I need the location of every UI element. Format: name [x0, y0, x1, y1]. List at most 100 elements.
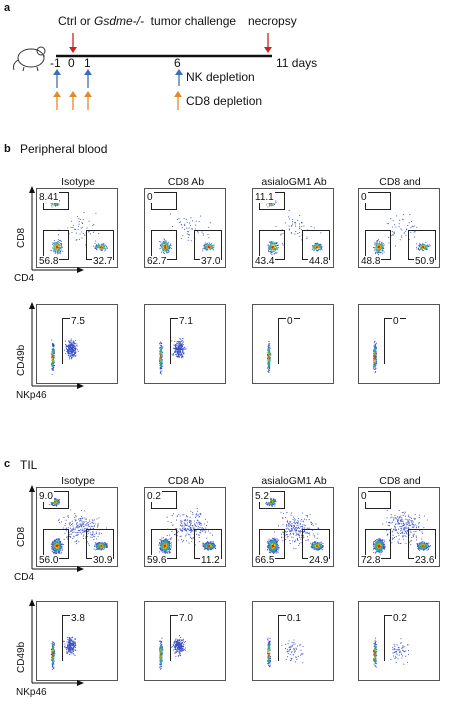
event-dot [203, 247, 205, 249]
event-dot [179, 348, 181, 350]
event-dot [174, 351, 176, 354]
event-dot [175, 343, 177, 345]
event-dot [74, 351, 77, 353]
event-dot [54, 252, 56, 254]
event-dot [167, 252, 169, 254]
event-dot [269, 368, 271, 370]
event-dot [161, 346, 163, 348]
event-dot [274, 203, 276, 205]
event-dot [52, 361, 54, 363]
event-dot [78, 239, 81, 241]
event-dot [179, 349, 181, 351]
event-dot [164, 240, 166, 243]
event-dot [59, 239, 61, 242]
event-dot [53, 369, 55, 371]
event-dot [306, 238, 308, 240]
event-dot [86, 523, 88, 525]
event-dot [315, 242, 317, 244]
event-dot [422, 245, 424, 247]
event-dot [269, 357, 271, 359]
event-dot [210, 249, 212, 251]
event-dot [68, 341, 70, 343]
event-dot [376, 251, 378, 254]
event-dot [59, 250, 61, 252]
event-dot [172, 354, 175, 356]
event-dot [180, 352, 182, 354]
event-dot [408, 222, 410, 224]
event-dot [105, 249, 107, 251]
event-dot [375, 250, 377, 252]
event-dot [58, 247, 60, 250]
event-dot [161, 358, 163, 360]
event-dot [58, 203, 60, 205]
event-dot [313, 227, 315, 229]
event-dot [187, 231, 190, 233]
event-dot [160, 246, 163, 248]
event-dot [268, 349, 271, 351]
event-dot [205, 244, 207, 246]
panel_b-dn-pct-0: 56.8 [38, 256, 60, 267]
event-dot [51, 349, 53, 351]
event-dot [74, 355, 76, 357]
event-dot [316, 249, 318, 251]
event-dot [88, 525, 90, 527]
event-dot [281, 243, 283, 245]
event-dot [160, 350, 162, 352]
event-dot [382, 243, 384, 245]
event-dot [267, 350, 269, 352]
event-dot [209, 222, 211, 224]
event-dot [73, 354, 75, 356]
event-dot [320, 247, 322, 249]
event-dot [181, 340, 183, 342]
event-dot [401, 229, 403, 231]
event-dot [382, 245, 384, 247]
event-dot [182, 347, 184, 349]
panel_b-cd8-pct-2: 11.1 [254, 192, 275, 203]
event-dot [161, 362, 163, 364]
panel_b-col-title-1: CD8 Ab [167, 176, 205, 188]
event-dot [96, 245, 98, 247]
event-dot [376, 249, 378, 251]
panel_b-nk-pct-1: 7.1 [178, 316, 194, 327]
event-dot [63, 349, 66, 351]
event-dot [52, 363, 54, 365]
event-dot [51, 368, 53, 370]
event-dot [319, 244, 322, 246]
event-dot [423, 247, 425, 249]
event-dot [202, 248, 204, 250]
event-dot [275, 243, 278, 245]
event-dot [379, 249, 381, 251]
event-dot [73, 344, 75, 346]
event-dot [375, 246, 377, 248]
event-dot [53, 249, 55, 251]
event-dot [425, 248, 427, 250]
event-dot [212, 248, 214, 250]
event-dot [297, 219, 299, 221]
event-dot [191, 228, 193, 230]
event-dot [386, 222, 388, 224]
event-dot [53, 245, 55, 247]
event-dot [314, 249, 316, 251]
event-dot [71, 352, 73, 354]
event-dot [274, 247, 276, 249]
event-dot [288, 210, 290, 212]
event-dot [301, 222, 303, 224]
event-dot [275, 246, 277, 248]
event-dot [404, 230, 406, 232]
event-dot [82, 219, 84, 221]
event-dot [164, 246, 166, 248]
event-dot [375, 360, 377, 362]
event-dot [197, 230, 199, 233]
event-dot [178, 349, 180, 351]
event-dot [212, 249, 215, 251]
event-dot [268, 356, 270, 358]
event-dot [174, 341, 176, 343]
event-dot [374, 345, 376, 347]
event-dot [269, 347, 271, 349]
event-dot [72, 347, 74, 349]
event-dot [299, 223, 301, 225]
event-dot [288, 216, 290, 218]
event-dot [161, 365, 163, 367]
event-dot [52, 345, 54, 347]
event-dot [200, 215, 202, 217]
